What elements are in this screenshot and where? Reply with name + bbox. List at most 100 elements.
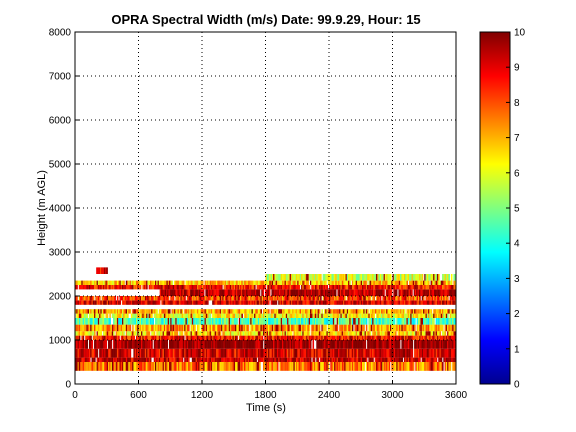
heatmap-cell	[341, 335, 344, 340]
heatmap-cell	[389, 313, 392, 318]
heatmap-cell	[426, 300, 429, 305]
heatmap-cell	[148, 335, 151, 340]
heatmap-cell	[397, 313, 400, 318]
heatmap-cell	[321, 318, 323, 325]
heatmap-cell	[454, 289, 456, 296]
heatmap-cell	[345, 324, 348, 332]
heatmap-cell	[406, 331, 409, 336]
heatmap-cell	[341, 285, 344, 290]
heatmap-cell	[329, 296, 331, 301]
heatmap-cell	[401, 280, 403, 285]
heatmap-cell	[97, 300, 100, 305]
heatmap-cell	[87, 324, 90, 332]
heatmap-cell	[424, 324, 426, 332]
heatmap-cell	[83, 357, 86, 362]
heatmap-cell	[330, 300, 332, 305]
heatmap-cell	[96, 296, 99, 301]
heatmap-cell	[276, 324, 279, 332]
heatmap-cell	[222, 309, 224, 314]
heatmap-cell	[364, 318, 367, 325]
heatmap-cell	[95, 335, 97, 340]
heatmap-cell	[453, 331, 456, 336]
heatmap-cell	[388, 300, 391, 305]
heatmap-cell	[417, 296, 420, 301]
heatmap-cell	[287, 280, 289, 285]
heatmap-cell	[243, 280, 246, 285]
heatmap-cell	[369, 300, 372, 305]
heatmap-cell	[289, 362, 292, 371]
heatmap-cell	[360, 318, 363, 325]
heatmap-cell	[382, 300, 384, 305]
heatmap-cell	[288, 285, 290, 290]
heatmap-cell	[414, 300, 416, 305]
heatmap-cell	[217, 357, 219, 362]
heatmap-cell	[271, 313, 274, 318]
heatmap-cell	[223, 348, 226, 358]
heatmap-cell	[381, 362, 383, 371]
heatmap-cell	[265, 362, 268, 371]
heatmap-cell	[254, 331, 256, 336]
heatmap-cell	[307, 362, 309, 371]
heatmap-cell	[355, 324, 358, 332]
heatmap-cell	[363, 318, 365, 325]
heatmap-cell	[445, 274, 448, 281]
heatmap-cell	[438, 335, 440, 340]
heatmap-cell	[429, 340, 431, 349]
heatmap-cell	[327, 362, 330, 371]
heatmap-cell	[386, 335, 388, 340]
heatmap-cell	[166, 313, 169, 318]
heatmap-cell	[227, 362, 229, 371]
heatmap-cell	[351, 357, 354, 362]
heatmap-cell	[449, 296, 452, 301]
heatmap-cell	[83, 280, 86, 285]
heatmap-cell	[447, 357, 449, 362]
heatmap-cell	[388, 313, 391, 318]
heatmap-cell	[207, 313, 209, 318]
heatmap-cell	[336, 324, 339, 332]
heatmap-cell	[259, 285, 261, 290]
heatmap-cell	[245, 324, 247, 332]
heatmap-cell	[425, 335, 428, 340]
heatmap-cell	[414, 313, 416, 318]
heatmap-cell	[188, 335, 190, 340]
heatmap-cell	[209, 335, 212, 340]
heatmap-cell	[228, 285, 231, 290]
heatmap-cell	[345, 313, 348, 318]
heatmap-cell	[256, 362, 259, 371]
heatmap-cell	[379, 324, 382, 332]
heatmap-cell	[454, 357, 456, 362]
heatmap-cell	[280, 335, 283, 340]
heatmap-cell	[317, 285, 320, 290]
heatmap-cell	[161, 296, 163, 301]
heatmap-cell	[199, 285, 202, 290]
heatmap-cell	[430, 324, 433, 332]
heatmap-cell	[270, 348, 273, 358]
heatmap-cell	[294, 313, 297, 318]
heatmap-cell	[147, 300, 149, 305]
heatmap-cell	[92, 362, 95, 371]
heatmap-cell	[185, 362, 188, 371]
heatmap-cell	[355, 296, 358, 301]
heatmap-cell	[236, 340, 238, 349]
heatmap-cell	[148, 309, 151, 314]
heatmap-cell	[440, 296, 443, 301]
heatmap-cell	[256, 280, 259, 285]
heatmap-cell	[76, 300, 78, 305]
heatmap-cell	[425, 318, 428, 325]
heatmap-cell	[80, 340, 82, 349]
heatmap-cell	[299, 296, 302, 301]
heatmap-cell	[175, 362, 177, 371]
heatmap-cell	[447, 289, 450, 296]
heatmap-cell	[351, 280, 354, 285]
heatmap-cell	[213, 313, 215, 318]
heatmap-cell	[395, 313, 397, 318]
heatmap-cell	[246, 309, 249, 314]
heatmap-cell	[194, 340, 196, 349]
heatmap-cell	[213, 340, 215, 349]
heatmap-cell	[212, 296, 214, 301]
heatmap-cell	[393, 362, 396, 371]
heatmap-cell	[398, 348, 401, 358]
heatmap-cell	[443, 318, 445, 325]
heatmap-cell	[108, 318, 110, 325]
heatmap-cell	[85, 357, 87, 362]
